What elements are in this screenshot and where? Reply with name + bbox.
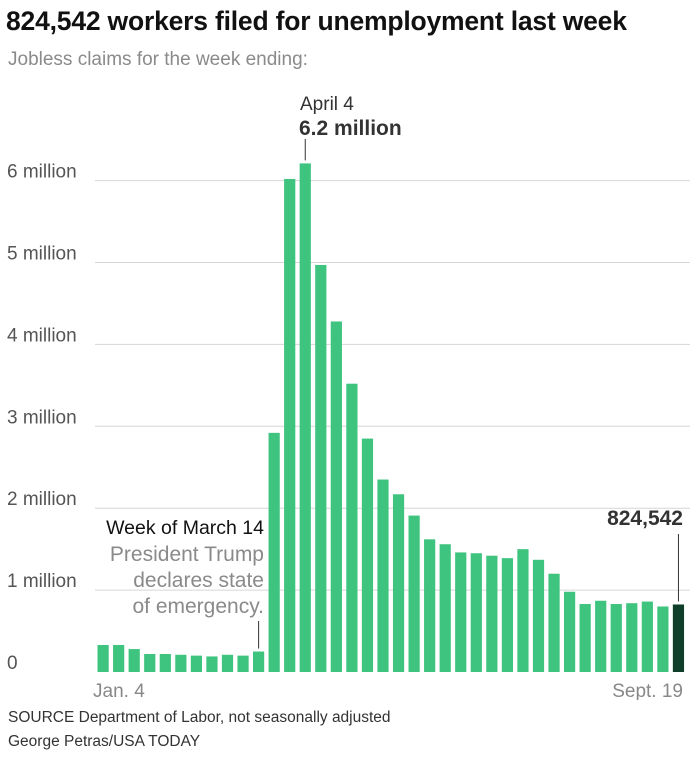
y-tick-label: 5 million xyxy=(7,244,77,265)
bar xyxy=(253,651,265,672)
bar xyxy=(532,559,545,672)
bar xyxy=(579,604,591,672)
bar xyxy=(610,604,622,672)
march-annotation-line: President Trump xyxy=(110,543,264,566)
bar xyxy=(641,601,653,672)
y-tick-label: 0 xyxy=(7,653,18,674)
bar xyxy=(439,544,451,672)
bar xyxy=(548,573,560,672)
bar xyxy=(595,600,607,672)
x-tick-label-end: Sept. 19 xyxy=(612,681,683,700)
bar xyxy=(284,178,296,672)
bar xyxy=(424,539,436,672)
bar xyxy=(470,553,482,672)
march-annotation-heading: Week of March 14 xyxy=(106,517,264,539)
y-axis-tick-labels: 0 1 million 2 million 3 million 4 million 5 m… xyxy=(7,162,77,674)
bar xyxy=(175,654,187,672)
bar xyxy=(237,655,249,672)
bar xyxy=(455,552,467,672)
march-annotation-line: of emergency. xyxy=(132,595,264,618)
bar xyxy=(206,656,218,672)
y-tick-label: 4 million xyxy=(7,325,77,346)
bar xyxy=(408,515,420,672)
bar xyxy=(144,653,156,672)
highlighted-bar xyxy=(672,604,685,672)
y-tick-label: 3 million xyxy=(7,407,77,428)
bar xyxy=(315,264,327,672)
bar xyxy=(517,549,529,672)
bar xyxy=(97,644,109,672)
gridlines xyxy=(95,180,690,591)
bar xyxy=(268,432,280,672)
y-tick-label: 1 million xyxy=(7,571,77,592)
march-annotation-line: declares state xyxy=(133,569,264,592)
peak-value-label: 6.2 million xyxy=(299,117,402,140)
bar xyxy=(657,606,669,672)
bar xyxy=(190,655,202,672)
bar xyxy=(128,649,140,672)
credit-note: George Petras/USA TODAY xyxy=(8,733,201,750)
x-tick-label-start: Jan. 4 xyxy=(93,681,145,700)
bar xyxy=(299,163,311,672)
x-axis-tick-labels: Jan. 4 Sept. 19 xyxy=(93,681,683,700)
y-tick-label: 2 million xyxy=(7,489,77,510)
bar xyxy=(113,644,125,672)
bar xyxy=(626,603,638,672)
bars xyxy=(97,163,685,672)
chart-title: 824,542 workers filed for unemployment l… xyxy=(6,6,627,36)
chart-subtitle: Jobless claims for the week ending: xyxy=(8,49,308,70)
bar xyxy=(501,558,513,672)
bar xyxy=(330,321,342,672)
jobless-claims-bar-chart: 0 1 million 2 million 3 million 4 million 5 m… xyxy=(7,94,690,700)
bar xyxy=(221,654,234,672)
source-note: SOURCE Department of Labor, not seasonal… xyxy=(8,709,391,726)
bar xyxy=(486,555,498,672)
bar xyxy=(159,653,171,672)
peak-date-label: April 4 xyxy=(300,94,354,115)
annotations: April 46.2 million Week of March 14 Presid… xyxy=(106,94,683,649)
bar xyxy=(346,383,358,672)
y-tick-label: 6 million xyxy=(7,162,77,183)
bar xyxy=(564,591,576,672)
bar xyxy=(361,438,374,672)
bar xyxy=(377,479,389,672)
latest-value-label: 824,542 xyxy=(607,507,683,530)
bar xyxy=(392,494,405,672)
